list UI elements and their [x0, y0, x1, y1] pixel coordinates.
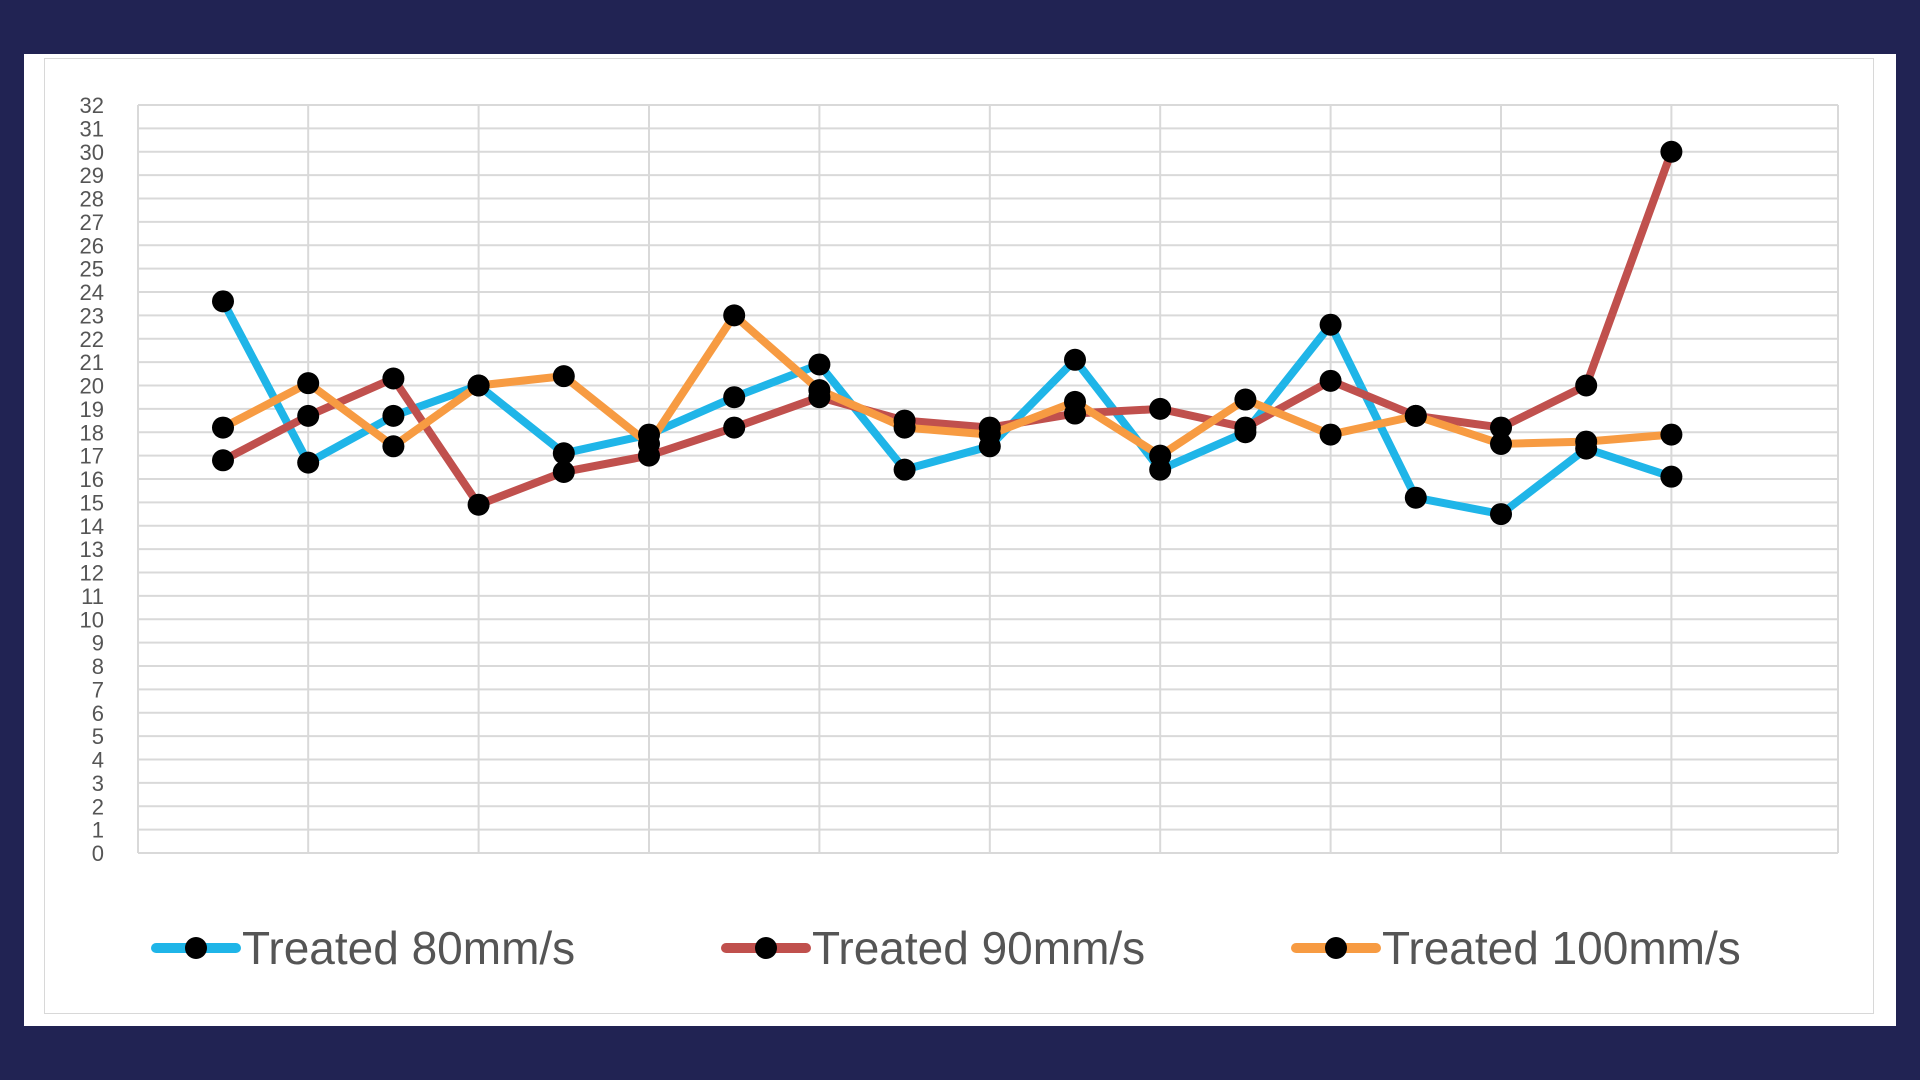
legend: Treated 80mm/s Treated 90mm/s Treated 10… [151, 922, 1741, 974]
series-markers [212, 140, 1683, 526]
y-tick-label: 14 [80, 514, 104, 539]
y-tick-label: 4 [92, 748, 104, 773]
y-axis-ticks: 0123456789101112131415161718192021222324… [80, 93, 104, 866]
legend-marker-80 [185, 937, 207, 959]
legend-label-80: Treated 80mm/s [242, 922, 575, 974]
legend-label-100: Treated 100mm/s [1382, 922, 1741, 974]
data-point-2 [1149, 444, 1172, 467]
y-tick-label: 20 [80, 374, 104, 399]
y-tick-label: 32 [80, 93, 104, 118]
y-tick-label: 17 [80, 444, 104, 469]
y-tick-label: 27 [80, 210, 104, 235]
legend-label-90: Treated 90mm/s [812, 922, 1145, 974]
data-point-0 [1404, 486, 1427, 509]
data-point-2 [978, 423, 1001, 446]
data-point-0 [1490, 503, 1512, 526]
y-tick-label: 29 [80, 163, 104, 188]
data-point-1 [1234, 416, 1257, 439]
data-point-1 [382, 367, 405, 390]
data-point-2 [382, 435, 405, 458]
legend-item-100: Treated 100mm/s [1291, 922, 1741, 974]
data-point-2 [552, 365, 575, 388]
legend-marker-100 [1325, 937, 1347, 959]
y-tick-label: 2 [92, 794, 104, 819]
y-tick-label: 30 [80, 140, 104, 165]
data-point-0 [723, 386, 746, 409]
data-point-1 [1660, 140, 1683, 163]
data-point-2 [808, 379, 831, 402]
data-point-1 [467, 493, 490, 516]
y-tick-label: 16 [80, 467, 104, 492]
y-tick-label: 5 [92, 724, 104, 749]
y-tick-label: 3 [92, 771, 104, 796]
data-point-0 [1319, 313, 1342, 336]
y-tick-label: 18 [80, 420, 104, 445]
data-point-0 [382, 404, 405, 427]
y-tick-label: 6 [92, 701, 104, 726]
data-point-2 [1064, 390, 1086, 413]
y-tick-label: 11 [81, 584, 104, 609]
y-tick-label: 1 [92, 818, 104, 843]
data-point-0 [808, 353, 831, 376]
y-tick-label: 31 [80, 116, 104, 141]
y-tick-label: 23 [80, 303, 104, 328]
series-line-2 [219, 311, 1676, 460]
data-point-0 [1064, 348, 1086, 371]
data-point-1 [297, 404, 320, 427]
y-tick-label: 7 [92, 677, 104, 702]
data-point-2 [1234, 388, 1257, 411]
data-point-2 [1575, 430, 1598, 453]
y-tick-label: 28 [80, 187, 104, 212]
series-line-0 [219, 297, 1676, 519]
y-tick-label: 24 [80, 280, 104, 305]
data-point-2 [1319, 423, 1342, 446]
data-point-0 [552, 442, 575, 465]
y-tick-label: 15 [80, 490, 104, 515]
data-point-1 [212, 449, 234, 472]
y-tick-label: 25 [80, 257, 104, 282]
series-lines [219, 147, 1676, 519]
data-point-2 [723, 304, 746, 327]
y-tick-label: 19 [80, 397, 104, 422]
grid [137, 104, 1839, 854]
data-point-1 [723, 416, 746, 439]
legend-item-90: Treated 90mm/s [721, 922, 1145, 974]
y-tick-label: 0 [92, 841, 104, 866]
data-point-0 [212, 290, 234, 313]
data-point-0 [893, 458, 916, 481]
legend-item-80: Treated 80mm/s [151, 922, 575, 974]
data-point-2 [467, 374, 490, 397]
data-point-2 [1490, 432, 1512, 455]
y-tick-label: 26 [80, 233, 104, 258]
data-point-2 [212, 416, 234, 439]
data-point-1 [1575, 374, 1598, 397]
data-point-2 [297, 372, 320, 395]
y-tick-label: 10 [80, 607, 104, 632]
y-tick-label: 21 [80, 350, 104, 375]
series-line-1 [219, 147, 1676, 509]
data-point-1 [1319, 369, 1342, 392]
data-point-2 [1660, 423, 1683, 446]
data-point-1 [1149, 397, 1172, 420]
data-point-1 [1490, 416, 1512, 439]
chart-panel [24, 54, 1896, 1026]
chart-frame [44, 58, 1874, 1014]
y-tick-label: 13 [80, 537, 104, 562]
y-tick-label: 9 [92, 631, 104, 656]
y-tick-label: 22 [80, 327, 104, 352]
legend-marker-90 [755, 937, 777, 959]
data-point-2 [893, 416, 916, 439]
y-tick-label: 12 [80, 561, 104, 586]
data-point-2 [638, 432, 660, 455]
y-tick-label: 8 [92, 654, 104, 679]
data-point-1 [552, 460, 575, 483]
data-point-0 [1660, 465, 1683, 488]
data-point-0 [297, 451, 320, 474]
data-point-2 [1404, 404, 1427, 427]
